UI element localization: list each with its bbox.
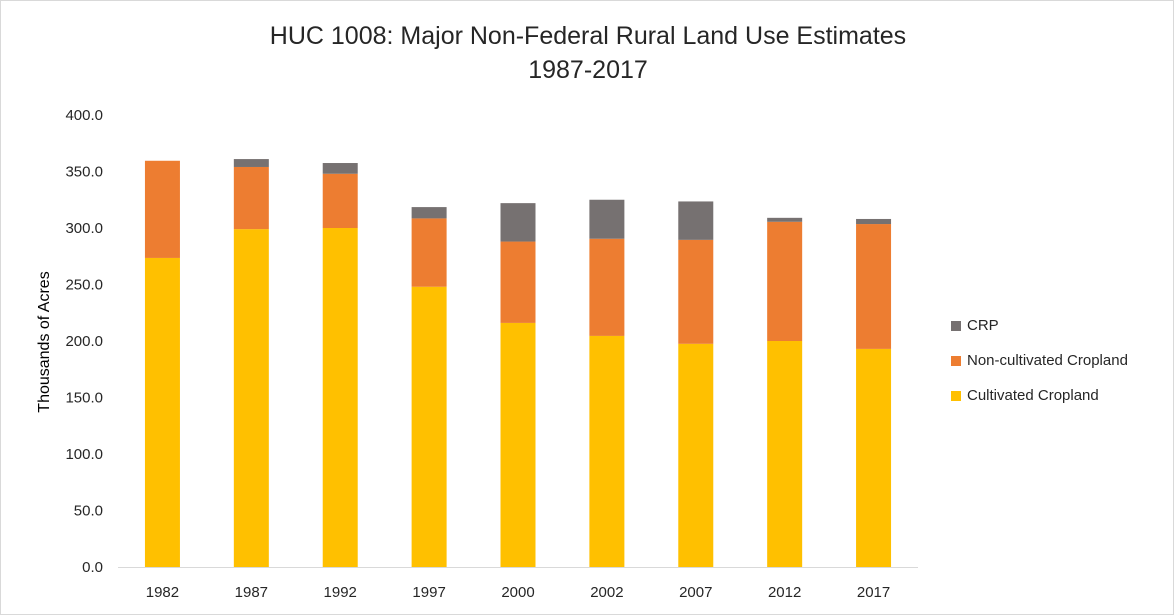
y-tick-label: 200.0 xyxy=(65,333,103,350)
chart-title-block: HUC 1008: Major Non-Federal Rural Land U… xyxy=(1,19,1174,87)
x-tick-label: 2002 xyxy=(590,584,623,601)
y-tick-label: 250.0 xyxy=(65,277,103,294)
bar-segment-cultivated-cropland-1992 xyxy=(322,228,358,567)
bar-segment-cultivated-cropland-2012 xyxy=(767,341,803,567)
bars xyxy=(144,159,892,567)
legend-swatch xyxy=(951,390,961,401)
bar-segment-crp-2017 xyxy=(856,218,892,225)
legend-swatch xyxy=(951,355,961,366)
bar-segment-cultivated-cropland-2000 xyxy=(500,322,536,567)
bar-segment-non-cultivated-cropland-2002 xyxy=(589,238,625,336)
y-tick-label: 400.0 xyxy=(65,107,103,124)
legend-item: CRP xyxy=(951,308,1128,343)
bar-segment-crp-1992 xyxy=(322,163,358,174)
legend-swatch xyxy=(951,320,961,331)
bar-segment-cultivated-cropland-2017 xyxy=(856,348,892,567)
bar-segment-cultivated-cropland-1997 xyxy=(411,286,447,567)
bar-segment-cultivated-cropland-1987 xyxy=(233,229,269,567)
bar-segment-non-cultivated-cropland-2000 xyxy=(500,241,536,323)
bar-segment-non-cultivated-cropland-2007 xyxy=(678,239,714,344)
bar-segment-non-cultivated-cropland-2012 xyxy=(767,221,803,341)
y-tick-label: 350.0 xyxy=(65,164,103,181)
bar-segment-non-cultivated-cropland-1987 xyxy=(233,166,269,230)
x-tick-label: 1997 xyxy=(412,584,445,601)
bar-segment-crp-2012 xyxy=(767,217,803,222)
bar-segment-cultivated-cropland-2002 xyxy=(589,335,625,567)
y-tick-label: 150.0 xyxy=(65,390,103,407)
legend: CRP Non-cultivated Cropland Cultivated Cro… xyxy=(951,308,1128,413)
y-axis-ticks: 0.0 50.0 100.0 150.0 200.0 250.0 300.0 350.0 400… xyxy=(65,107,103,576)
x-tick-label: 1982 xyxy=(146,584,179,601)
y-axis-title: Thousands of Acres xyxy=(36,271,53,412)
x-tick-label: 1992 xyxy=(324,584,357,601)
x-tick-label: 2017 xyxy=(857,584,890,601)
bar-segment-crp-2007 xyxy=(678,201,714,240)
bar-segment-crp-2002 xyxy=(589,199,625,239)
bar-segment-cultivated-cropland-1982 xyxy=(144,257,180,567)
y-tick-label: 50.0 xyxy=(74,503,103,520)
bar-segment-non-cultivated-cropland-2017 xyxy=(856,224,892,349)
bar-segment-crp-1997 xyxy=(411,207,447,219)
bar-segment-non-cultivated-cropland-1997 xyxy=(411,218,447,287)
chart-subtitle: 1987-2017 xyxy=(528,56,648,84)
y-tick-label: 0.0 xyxy=(82,559,103,576)
x-tick-label: 2012 xyxy=(768,584,801,601)
x-tick-label: 1987 xyxy=(235,584,268,601)
bar-segment-crp-1987 xyxy=(233,159,269,167)
y-tick-label: 100.0 xyxy=(65,446,103,463)
legend-label: CRP xyxy=(967,317,999,334)
bar-segment-non-cultivated-cropland-1982 xyxy=(144,160,180,258)
chart-title: HUC 1008: Major Non-Federal Rural Land U… xyxy=(269,22,907,50)
x-tick-label: 2000 xyxy=(501,584,534,601)
y-tick-label: 300.0 xyxy=(65,220,103,237)
legend-label: Non-cultivated Cropland xyxy=(967,352,1128,369)
legend-item: Non-cultivated Cropland xyxy=(951,343,1128,378)
bar-segment-crp-2000 xyxy=(500,203,536,242)
legend-label: Cultivated Cropland xyxy=(967,387,1099,404)
x-axis-ticks: 1982 1987 1992 1997 2000 2002 2007 2012 2017 xyxy=(146,584,890,601)
legend-item: Cultivated Cropland xyxy=(951,378,1128,413)
bar-segment-cultivated-cropland-2007 xyxy=(678,343,714,567)
bar-segment-non-cultivated-cropland-1992 xyxy=(322,173,358,228)
x-tick-label: 2007 xyxy=(679,584,712,601)
